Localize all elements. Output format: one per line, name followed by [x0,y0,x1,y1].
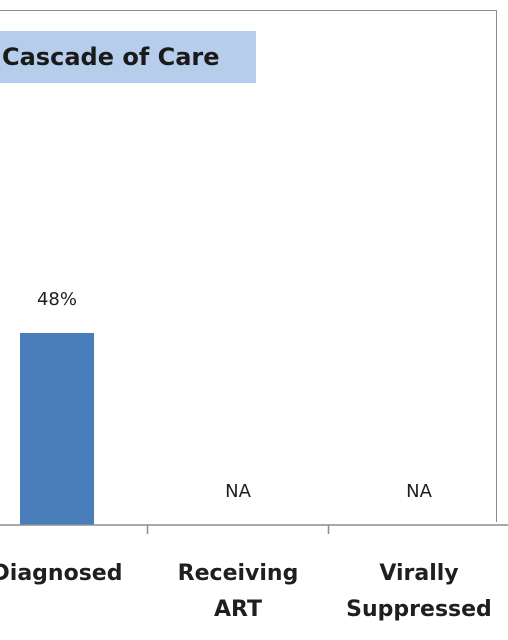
category-label: Receiving [177,561,299,586]
category-label: Suppressed [346,597,492,622]
data-label-diagnosed: 48% [36,289,77,310]
category-label: Diagnosed [0,561,123,586]
bar-diagnosed [20,333,94,525]
data-label-receiving-art: NA [225,481,251,502]
category-label: ART [214,597,262,622]
chart-title: Cascade of Care [0,31,256,83]
category-label: Virally [379,561,459,586]
data-label-virally-suppressed: NA [406,481,432,502]
chart-frame-top-border [0,10,497,11]
chart-frame-right-border [496,10,497,522]
